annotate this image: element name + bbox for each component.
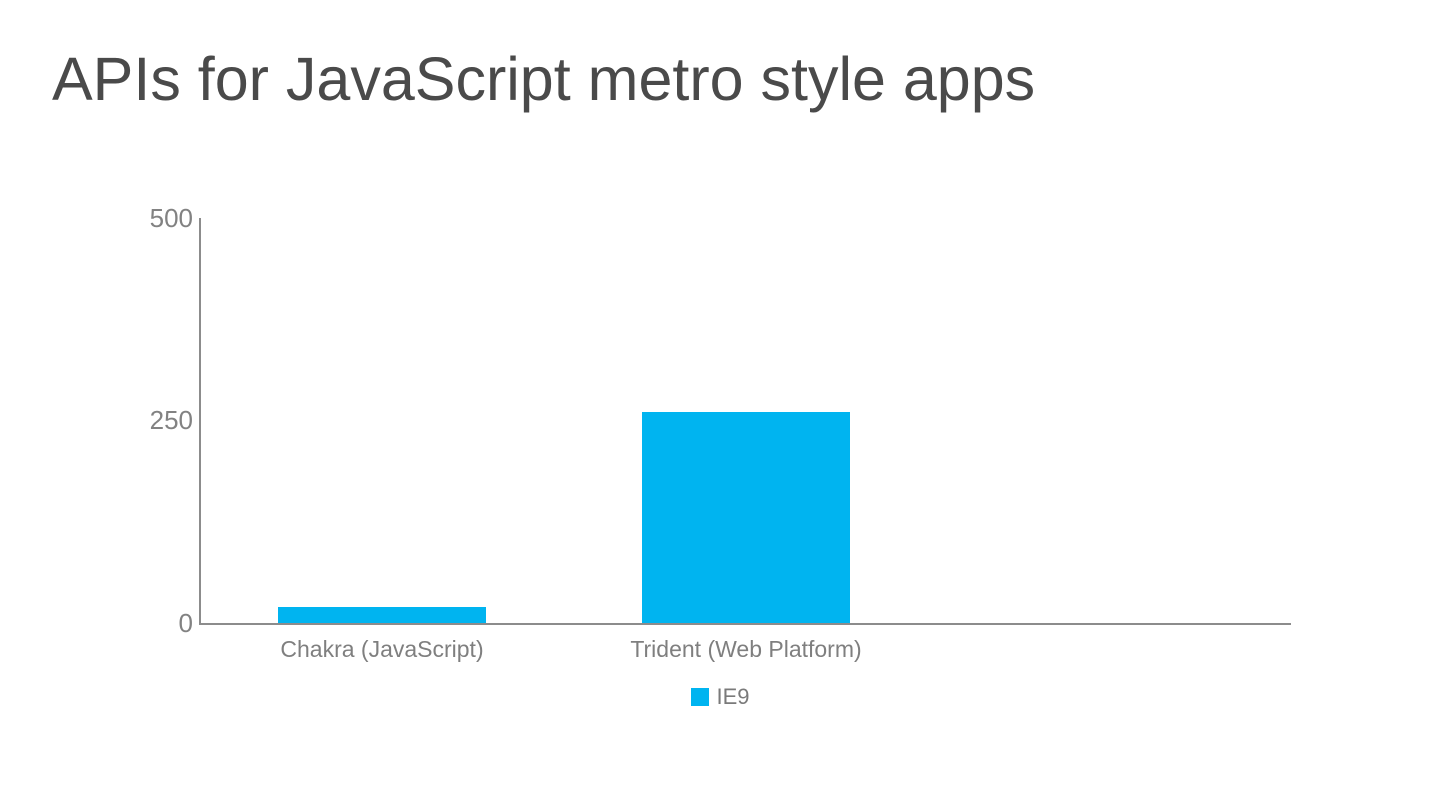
bar-chakra <box>278 607 486 623</box>
legend-swatch-icon <box>691 688 710 706</box>
y-tick-label-0: 0 <box>178 608 193 638</box>
category-label-trident: Trident (Web Platform) <box>630 636 862 662</box>
y-tick-label-250: 250 <box>149 405 193 435</box>
page-title: APIs for JavaScript metro style apps <box>52 45 1036 113</box>
y-tick-label-500: 500 <box>149 203 193 233</box>
bar-trident <box>642 412 850 623</box>
legend: IE9 <box>150 686 1291 708</box>
x-axis-line <box>199 623 1291 625</box>
legend-label-ie9: IE9 <box>716 684 750 709</box>
y-axis-line <box>199 218 201 625</box>
category-label-chakra: Chakra (JavaScript) <box>280 636 484 662</box>
